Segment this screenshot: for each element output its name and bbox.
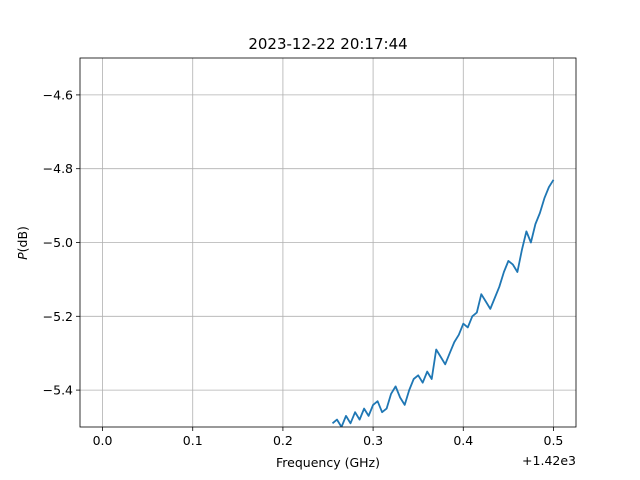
x-tick-label: 0.1: [183, 433, 203, 448]
x-tick-label: 0.3: [363, 433, 383, 448]
x-tick-label: 0.5: [544, 433, 564, 448]
y-tick-label: −5.2: [43, 309, 73, 324]
y-axis-label-italic: P: [15, 252, 30, 260]
x-tick-label: 0.0: [93, 433, 113, 448]
x-axis-label: Frequency (GHz): [276, 455, 380, 470]
x-tick-label: 0.2: [273, 433, 293, 448]
x-offset-label: +1.42e3: [522, 453, 576, 468]
y-axis-label: P(dB): [15, 226, 30, 260]
y-tick-label: −5.0: [43, 235, 73, 250]
y-tick-label: −4.6: [43, 87, 73, 102]
y-axis-label-rest: (dB): [15, 226, 30, 252]
x-tick-label: 0.4: [453, 433, 473, 448]
series-line: [331, 179, 555, 427]
ticks-layer: 0.0 0.1 0.2 0.3 0.4 0.5 −5.4 −5.2 −5.0 −4.8 −4.6: [43, 87, 564, 448]
y-tick-label: −5.4: [43, 383, 73, 398]
grid-layer: [80, 58, 576, 427]
y-tick-label: −4.8: [43, 161, 73, 176]
series-layer: [331, 179, 555, 427]
chart-title: 2023-12-22 20:17:44: [248, 35, 407, 53]
